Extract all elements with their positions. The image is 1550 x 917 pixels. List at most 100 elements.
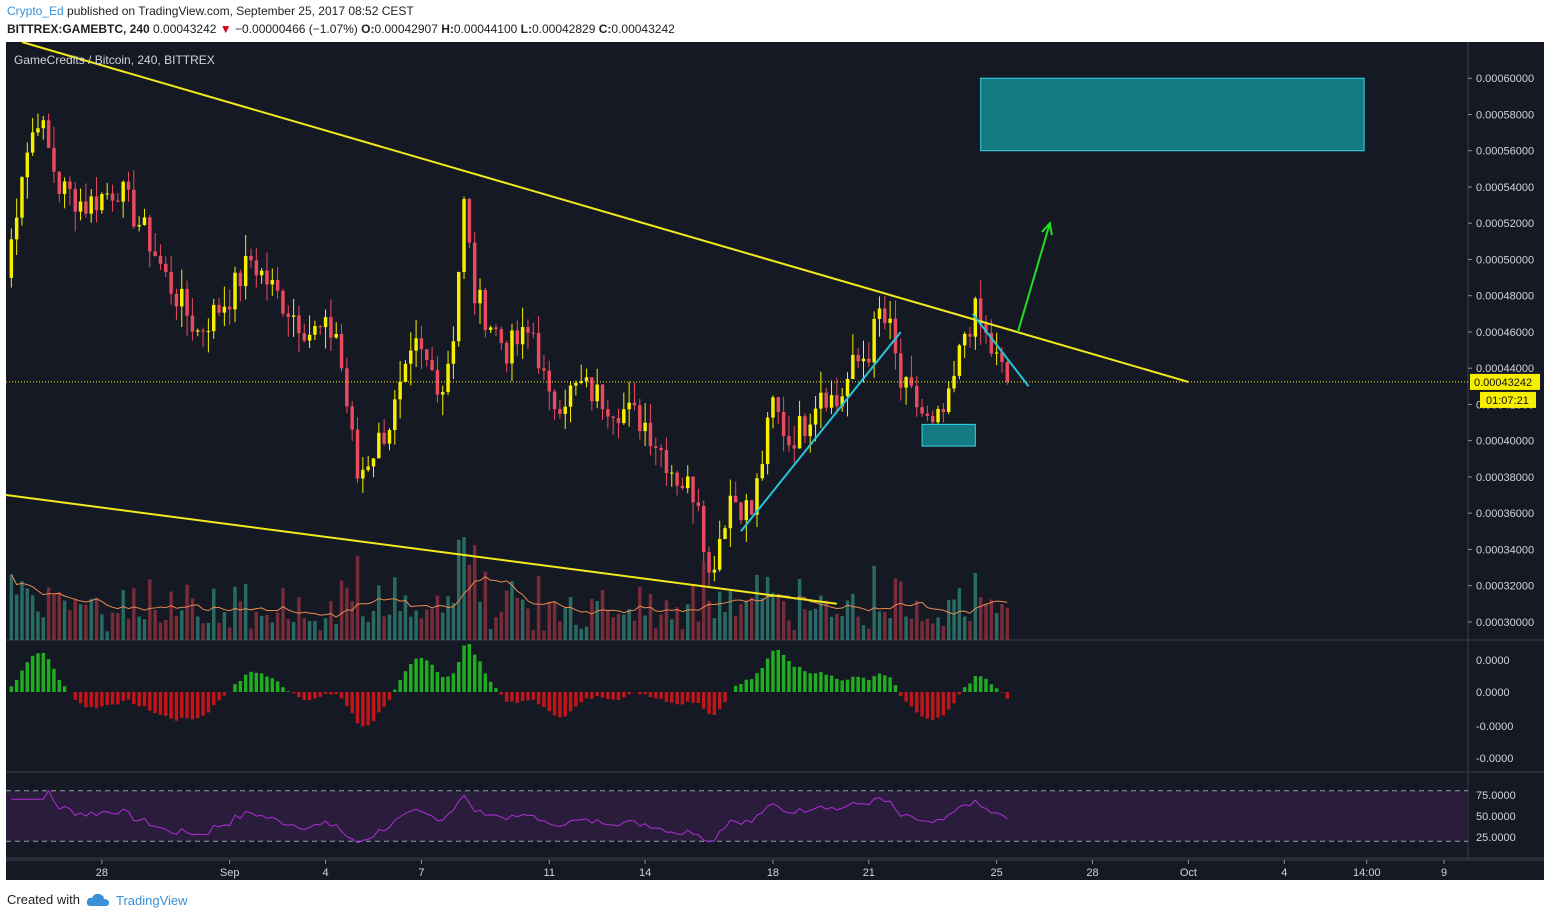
candle-body — [701, 505, 706, 553]
macd-bar — [387, 692, 392, 700]
candle-body — [403, 363, 408, 382]
macd-bar — [675, 692, 679, 705]
breakout-arrow-shaft — [1016, 222, 1051, 333]
candle — [430, 346, 434, 372]
macd-bar — [547, 692, 551, 712]
candle — [361, 457, 365, 493]
macd-bar — [46, 659, 51, 692]
volume-bar — [659, 614, 663, 640]
candle — [712, 555, 717, 582]
candle — [275, 266, 280, 300]
candle — [265, 252, 269, 301]
candle-body — [238, 272, 243, 287]
candle — [270, 268, 275, 296]
candle — [563, 389, 567, 429]
volume-bar — [744, 600, 749, 640]
volume-bar — [435, 595, 440, 640]
volume-bar — [872, 565, 876, 640]
tradingview-logo[interactable]: TradingView — [86, 890, 188, 910]
volume-bar — [835, 613, 839, 640]
candle — [73, 182, 77, 232]
candle-body — [994, 352, 999, 354]
candle-body — [749, 500, 754, 515]
target-zone-box — [980, 77, 1365, 152]
candle — [116, 193, 120, 203]
candle — [456, 271, 461, 347]
candle-body — [515, 330, 520, 345]
volume-bar — [861, 625, 866, 640]
candle — [206, 318, 211, 353]
volume-bar — [632, 620, 637, 640]
candle — [419, 325, 424, 370]
volume-bar — [142, 619, 147, 640]
candle — [680, 477, 685, 491]
price-tick-label: 0.00034000 — [1476, 544, 1534, 556]
candle — [121, 180, 125, 218]
candle-body — [579, 381, 583, 383]
volume-bar — [579, 628, 583, 640]
volume-bar — [169, 591, 173, 640]
volume-bar — [526, 608, 530, 640]
macd-bar — [899, 692, 903, 696]
volume-bar — [430, 608, 434, 640]
macd-bar — [78, 692, 83, 704]
candle — [398, 360, 402, 419]
author-link[interactable]: Crypto_Ed — [7, 4, 64, 18]
candle-body — [627, 402, 631, 410]
candle — [803, 413, 807, 444]
macd-bar — [158, 692, 163, 715]
price-chart[interactable]: 0.00060000 0.00058000 0.00056000 0.00054000… — [6, 42, 1544, 880]
macd-bar — [185, 692, 189, 719]
macd-bar — [749, 679, 754, 692]
volume-bar — [627, 608, 631, 640]
candle — [313, 320, 317, 341]
volume-bar — [675, 607, 679, 640]
candle-body — [254, 260, 259, 276]
candle — [222, 286, 227, 327]
macd-bar — [600, 692, 605, 698]
macd-bar — [169, 692, 173, 719]
candle-body — [126, 181, 131, 190]
candle — [425, 348, 429, 367]
candle — [675, 470, 679, 496]
candle — [978, 280, 983, 345]
macd-bar — [989, 684, 994, 692]
volume-bar — [206, 622, 211, 640]
candle-body — [611, 416, 615, 419]
candle — [781, 396, 786, 452]
candle — [824, 387, 828, 412]
candle — [691, 476, 695, 524]
candle — [520, 307, 525, 359]
volume-bar — [238, 601, 243, 640]
candle — [52, 126, 56, 183]
candle — [132, 170, 136, 229]
macd-bar — [510, 692, 514, 702]
volume-bar — [909, 618, 914, 640]
time-tick-label: 14:00 — [1353, 867, 1381, 879]
candle — [217, 297, 221, 317]
candle-body — [797, 416, 802, 449]
macd-bar — [563, 692, 567, 717]
candle — [600, 383, 605, 420]
volume-bar — [393, 577, 397, 640]
candle-body — [664, 450, 669, 474]
candle — [920, 398, 924, 417]
candle-body — [78, 201, 83, 212]
candle — [787, 415, 791, 452]
macd-bar — [712, 692, 717, 715]
candle — [387, 428, 392, 451]
macd-bar — [968, 683, 972, 692]
candle — [174, 288, 179, 321]
macd-bar — [323, 692, 328, 694]
macd-bar — [957, 692, 962, 695]
macd-bar — [877, 673, 882, 692]
candle — [41, 115, 46, 140]
arrow-head-icon — [1041, 221, 1053, 236]
volume-bar — [233, 586, 237, 640]
candle — [579, 364, 583, 385]
macd-bar — [307, 692, 312, 701]
candle — [467, 197, 472, 249]
macd-bar — [568, 692, 573, 712]
volume-bar — [957, 588, 962, 640]
time-tick-label: 9 — [1441, 867, 1447, 879]
